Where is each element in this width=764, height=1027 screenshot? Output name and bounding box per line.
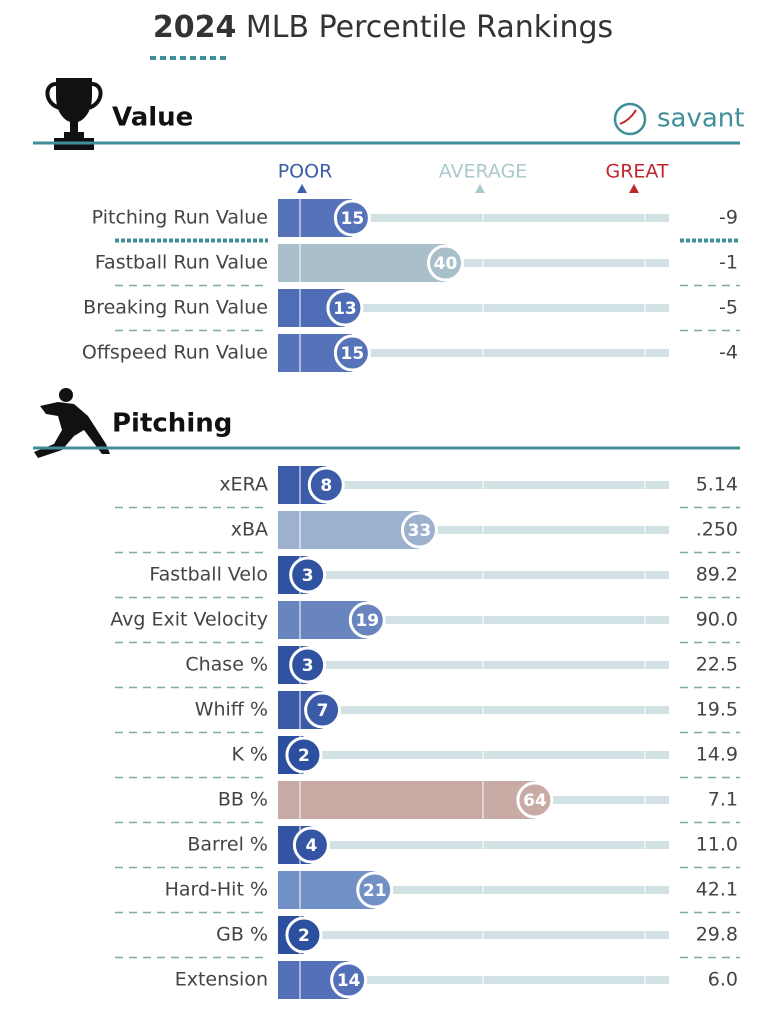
percentile-label: 14	[337, 971, 361, 991]
stat-value: -9	[719, 207, 738, 229]
percentile-dot	[516, 781, 554, 819]
track	[278, 214, 669, 222]
metric-label: Breaking Run Value	[83, 297, 268, 319]
chart-title: 2024 MLB Percentile Rankings	[153, 10, 613, 45]
track	[278, 976, 669, 984]
percentile-dot	[307, 466, 345, 504]
percentile-label: 21	[363, 881, 387, 901]
metric-label: Fastball Run Value	[95, 252, 268, 274]
title-year: 2024	[153, 10, 237, 45]
metric-label: Fastball Velo	[149, 564, 268, 586]
metric-label: BB %	[218, 789, 268, 811]
metric-label: Extension	[175, 969, 268, 991]
stat-value: 14.9	[696, 744, 738, 766]
percentile-dot	[326, 289, 364, 327]
percentile-dot	[292, 826, 330, 864]
percentile-dot	[285, 736, 323, 774]
stat-value: 90.0	[696, 609, 738, 631]
metric-label: Avg Exit Velocity	[110, 609, 268, 631]
stat-value: 5.14	[696, 474, 738, 496]
stat-value: .250	[696, 519, 738, 541]
stat-value: 42.1	[696, 879, 738, 901]
percentile-label: 40	[434, 254, 458, 274]
metric-label: xERA	[219, 474, 268, 496]
track	[278, 886, 669, 894]
percentile-dot	[400, 511, 438, 549]
scale-arrow	[629, 184, 639, 193]
percentile-dot	[289, 646, 327, 684]
stat-value: 19.5	[696, 699, 738, 721]
percentile-dot	[330, 961, 368, 999]
percentile-dot	[304, 691, 342, 729]
percentile-dot	[356, 871, 394, 909]
track	[278, 481, 669, 489]
percentile-label: 2	[298, 746, 310, 766]
percentile-label: 15	[341, 209, 365, 229]
percentile-label: 3	[302, 566, 314, 586]
metric-label: Barrel %	[187, 834, 268, 856]
track	[278, 706, 669, 714]
metric-label: K %	[231, 744, 268, 766]
percentile-label: 7	[317, 701, 329, 721]
stat-value: 22.5	[696, 654, 738, 676]
brand: savant	[657, 104, 744, 134]
percentile-label: 64	[523, 791, 547, 811]
track	[278, 571, 669, 579]
percentile-label: 8	[320, 476, 332, 496]
percentile-dot	[348, 601, 386, 639]
pitcher-icon	[34, 388, 110, 458]
scale-label: GREAT	[605, 161, 668, 183]
track	[278, 526, 669, 534]
metric-label: Offspeed Run Value	[82, 342, 268, 364]
stat-value: -4	[719, 342, 738, 364]
stat-value: 29.8	[696, 924, 738, 946]
track	[278, 259, 669, 267]
scale-label: AVERAGE	[439, 161, 528, 183]
title-text: MLB Percentile Rankings	[246, 10, 613, 45]
stat-value: 89.2	[696, 564, 738, 586]
bar	[278, 781, 535, 819]
percentile-dot	[427, 244, 464, 282]
scale-arrow	[297, 184, 307, 193]
percentile-label: 3	[302, 656, 314, 676]
stat-value: -1	[719, 252, 738, 274]
metric-label: Whiff %	[195, 699, 268, 721]
track	[278, 661, 669, 669]
percentile-dot	[333, 334, 371, 372]
bar	[278, 511, 420, 549]
track	[278, 931, 669, 939]
percentile-label: 13	[333, 299, 357, 319]
track	[278, 304, 669, 312]
stat-value: 11.0	[696, 834, 738, 856]
track	[278, 616, 669, 624]
percentile-label: 4	[305, 836, 317, 856]
track	[278, 841, 669, 849]
metric-label: GB %	[216, 924, 268, 946]
savant-logo	[613, 102, 647, 136]
percentile-label: 15	[341, 344, 365, 364]
metric-label: xBA	[231, 519, 268, 541]
percentile-dot	[285, 916, 323, 954]
bar	[278, 244, 446, 282]
track	[278, 751, 669, 759]
stat-value: -5	[719, 297, 738, 319]
percentile-dot	[333, 199, 371, 237]
metric-label: Chase %	[185, 654, 268, 676]
section-title: Pitching	[112, 409, 232, 439]
metric-label: Hard-Hit %	[165, 879, 268, 901]
track	[278, 349, 669, 357]
trophy-icon	[45, 78, 103, 150]
metric-label: Pitching Run Value	[92, 207, 268, 229]
scale-label: POOR	[278, 161, 333, 183]
percentile-label: 19	[355, 611, 379, 631]
percentile-label: 2	[298, 926, 310, 946]
stat-value: 6.0	[708, 969, 738, 991]
section-title: Value	[112, 103, 193, 133]
scale-arrow	[475, 184, 485, 193]
percentile-label: 33	[408, 521, 432, 541]
percentile-dot	[289, 556, 327, 594]
stat-value: 7.1	[708, 789, 738, 811]
